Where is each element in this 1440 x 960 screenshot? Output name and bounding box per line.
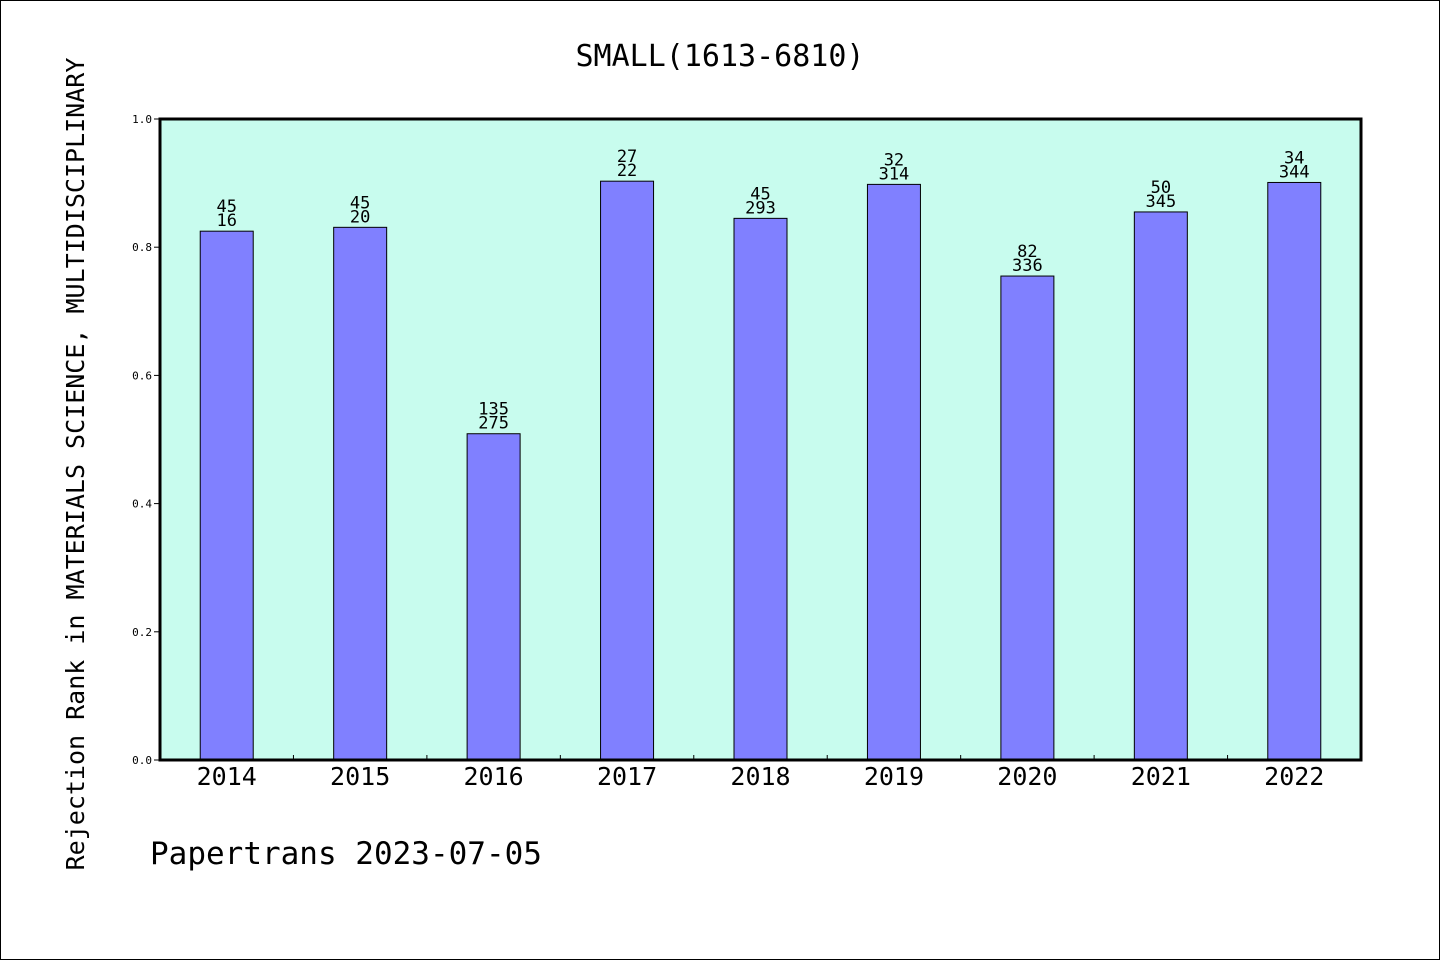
bar-2017 bbox=[600, 180, 655, 761]
x-tick-label: 2021 bbox=[1131, 762, 1191, 791]
bar-2018 bbox=[733, 217, 788, 761]
footer-credit: Papertrans 2023-07-05 bbox=[150, 836, 542, 872]
bar-2020 bbox=[1000, 275, 1055, 761]
y-tick-label: 1.0 bbox=[132, 113, 152, 126]
plot-border bbox=[158, 117, 1363, 762]
bar-label-bottom: 20 bbox=[350, 207, 370, 227]
bar-2015 bbox=[333, 226, 388, 761]
bar-label-top: 45 bbox=[750, 184, 770, 204]
x-axis: 2014 2015 2016 2017 2018 2019 2020 2021 2022 bbox=[197, 755, 1324, 791]
bar-2016 bbox=[466, 433, 521, 761]
bar-label-top: 82 bbox=[1017, 242, 1037, 262]
bar-label-top: 27 bbox=[617, 147, 637, 167]
x-tick-label: 2017 bbox=[597, 762, 657, 791]
bar-label-top: 135 bbox=[478, 400, 509, 420]
x-tick-label: 2014 bbox=[197, 762, 257, 791]
x-tick-label: 2020 bbox=[997, 762, 1057, 791]
bar-labels: 4516452013527527224529332314823365034534… bbox=[216, 147, 1309, 434]
bar-label-bottom: 293 bbox=[745, 198, 776, 218]
bar-label-top: 45 bbox=[216, 197, 236, 217]
bar-label-bottom: 22 bbox=[617, 161, 637, 181]
bars bbox=[199, 180, 1322, 761]
bar-label-top: 32 bbox=[884, 150, 904, 170]
bar-label-bottom: 345 bbox=[1145, 192, 1176, 212]
bar-2022 bbox=[1267, 181, 1322, 761]
x-tick-label: 2019 bbox=[864, 762, 924, 791]
bar-label-top: 50 bbox=[1151, 178, 1171, 198]
x-tick-label: 2018 bbox=[730, 762, 790, 791]
bar-label-bottom: 336 bbox=[1012, 256, 1043, 276]
bar-label-bottom: 314 bbox=[879, 164, 910, 184]
bar-2019 bbox=[866, 183, 921, 761]
x-tick-label: 2022 bbox=[1264, 762, 1324, 791]
y-tick-label: 0.8 bbox=[132, 241, 152, 254]
chart-title: SMALL(1613-6810) bbox=[576, 39, 865, 74]
x-tick-label: 2016 bbox=[464, 762, 524, 791]
y-tick-label: 0.2 bbox=[132, 626, 152, 639]
bar-label-top: 45 bbox=[350, 193, 370, 213]
y-axis-label: Rejection Rank in MATERIALS SCIENCE, MUL… bbox=[61, 58, 90, 871]
bar-2014 bbox=[199, 230, 254, 761]
y-tick-label: 0.4 bbox=[132, 498, 152, 511]
bar-label-top: 34 bbox=[1284, 148, 1304, 168]
bar-2021 bbox=[1133, 211, 1188, 761]
bar-label-bottom: 344 bbox=[1279, 162, 1310, 182]
y-tick-label: 0.6 bbox=[132, 369, 152, 382]
bar-label-bottom: 16 bbox=[216, 211, 236, 231]
x-tick-label: 2015 bbox=[330, 762, 390, 791]
y-axis: 0.0 0.2 0.4 0.6 0.8 1.0 bbox=[132, 113, 160, 767]
y-tick-label: 0.0 bbox=[132, 754, 152, 767]
bar-label-bottom: 275 bbox=[478, 414, 509, 434]
